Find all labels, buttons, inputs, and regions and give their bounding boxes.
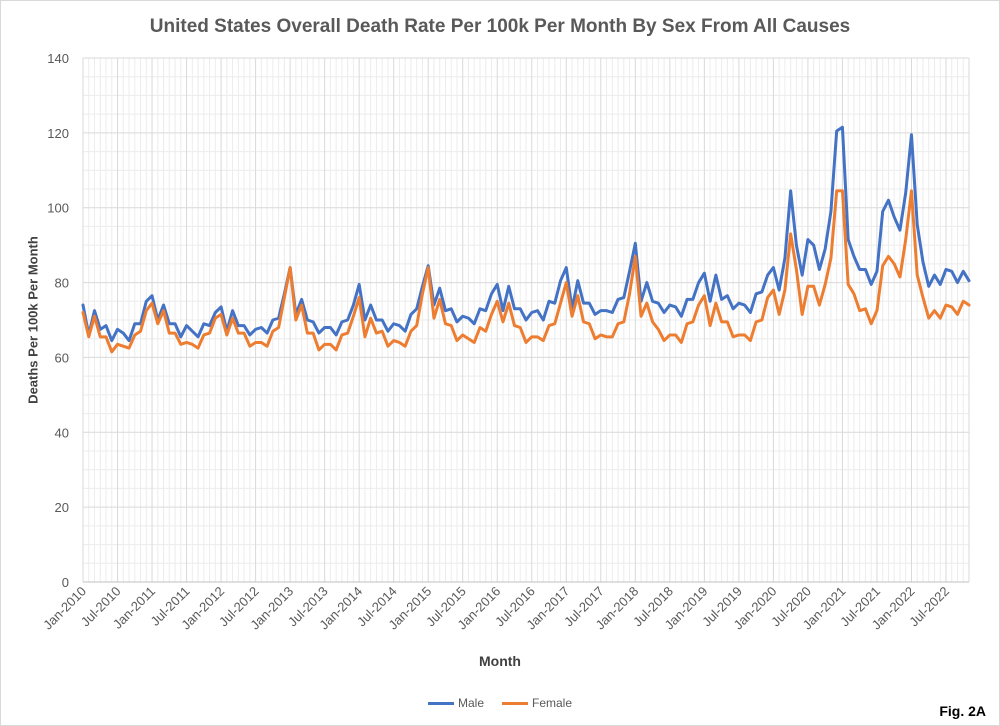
y-tick-label: 60 <box>55 350 69 365</box>
y-tick-label: 0 <box>62 575 69 590</box>
y-tick-label: 100 <box>47 201 69 216</box>
legend-label-female: Female <box>532 696 573 710</box>
x-tick-label: Jan-2010 <box>40 584 89 633</box>
major-gridlines <box>82 57 970 583</box>
y-tick-label: 80 <box>55 276 69 291</box>
legend-swatch-female <box>502 701 528 705</box>
chart-title: United States Overall Death Rate Per 100… <box>149 16 851 37</box>
y-tick-label: 140 <box>47 51 69 66</box>
y-axis-label: Deaths Per 100k Per Month <box>25 236 41 404</box>
y-axis-ticks: 0 20 40 60 80 100 120 140 <box>47 51 69 590</box>
series-line-female <box>81 189 971 354</box>
y-tick-label: 40 <box>55 425 69 440</box>
x-axis-ticks: Jan-2010Jul-2010Jan-2011Jul-2011Jan-2012… <box>40 584 952 633</box>
legend-item-male: Male <box>427 696 484 710</box>
y-tick-label: 20 <box>55 500 69 515</box>
legend: Male Female <box>0 696 1000 710</box>
x-axis-label: Month <box>479 653 521 669</box>
y-tick-label: 120 <box>47 126 69 141</box>
legend-label-male: Male <box>457 696 484 710</box>
series-layer <box>81 125 971 354</box>
figure-label: Fig. 2A <box>939 703 986 719</box>
legend-swatch-male <box>427 701 454 705</box>
series-line-male <box>81 125 971 343</box>
legend-item-female: Female <box>502 696 572 710</box>
